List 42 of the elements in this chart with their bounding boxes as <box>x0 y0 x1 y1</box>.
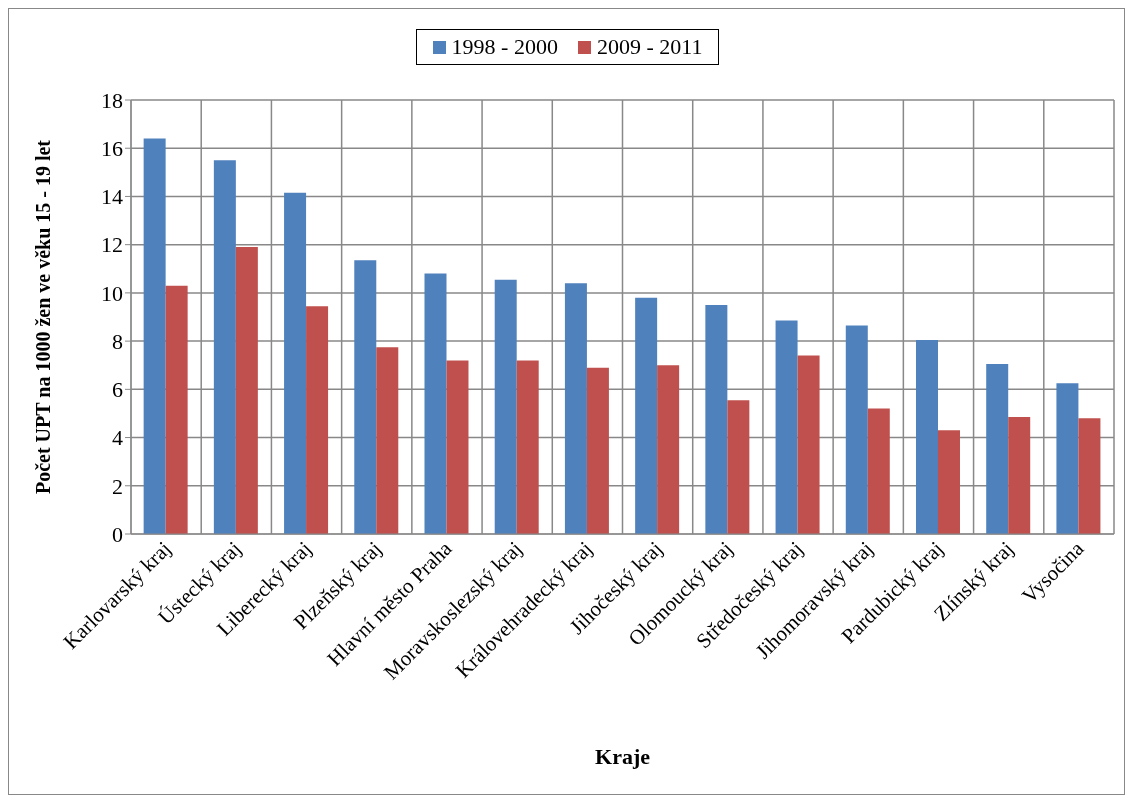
bar <box>424 273 447 534</box>
bar <box>705 304 728 534</box>
bar <box>986 364 1009 534</box>
bar <box>494 279 517 534</box>
bar <box>938 430 960 534</box>
bar <box>775 320 798 534</box>
y-tick-label: 10 <box>101 280 123 306</box>
bar <box>446 360 469 534</box>
bar <box>867 408 890 534</box>
y-tick-label: 4 <box>112 425 123 451</box>
bar <box>727 400 750 534</box>
y-tick-label: 0 <box>112 521 123 547</box>
bar <box>564 283 587 534</box>
bar <box>1008 417 1031 534</box>
bar <box>916 339 938 534</box>
bar <box>143 138 166 534</box>
bar <box>213 160 236 534</box>
y-axis-title: Počet UPT na 1000 žen ve věku 15 - 19 let <box>32 139 55 495</box>
bar <box>376 347 399 534</box>
bar <box>516 360 539 534</box>
bar <box>1078 418 1101 534</box>
y-tick-label: 12 <box>101 232 123 258</box>
y-tick-label: 18 <box>101 87 123 113</box>
x-axis-title: Kraje <box>595 744 651 769</box>
legend-label: 2009 - 2011 <box>595 34 703 60</box>
y-tick-label: 8 <box>112 328 123 354</box>
bar <box>165 285 188 534</box>
bar <box>586 367 609 534</box>
y-tick-label: 6 <box>112 377 123 403</box>
bar <box>284 192 307 534</box>
bar <box>354 260 377 534</box>
y-tick-label: 14 <box>101 184 123 210</box>
legend-label: 1998 - 2000 <box>450 34 558 60</box>
bar <box>1056 383 1079 534</box>
bar <box>657 365 680 534</box>
bar <box>845 325 868 534</box>
bar <box>235 247 258 534</box>
bar <box>635 297 658 534</box>
bar <box>797 355 820 534</box>
y-tick-label: 16 <box>101 136 123 162</box>
y-tick-label: 2 <box>112 473 123 499</box>
bar <box>306 306 329 534</box>
